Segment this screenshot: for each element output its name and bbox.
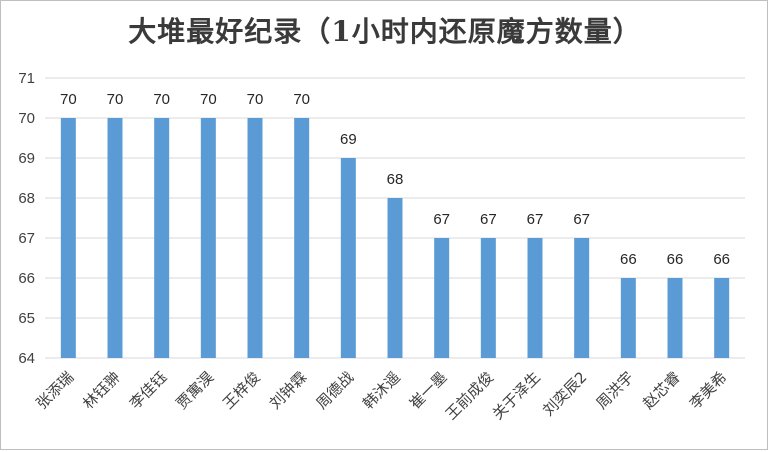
data-label: 70: [60, 91, 77, 108]
bar: [434, 238, 450, 358]
bar: [480, 238, 496, 358]
x-tick-label: 韩沐遥: [359, 368, 404, 413]
data-label: 70: [107, 91, 124, 108]
x-tick-label: 李美希: [686, 368, 731, 413]
bar: [107, 118, 123, 358]
x-tick-label: 关于泽生: [489, 368, 544, 423]
x-tick-label: 周德战: [313, 368, 358, 413]
y-tick-label: 65: [18, 310, 35, 327]
y-tick-label: 66: [18, 270, 35, 287]
bar: [714, 278, 730, 358]
y-tick-label: 69: [18, 150, 35, 167]
bar: [574, 238, 590, 358]
x-tick-label: 周洪宇: [593, 368, 638, 413]
y-tick-label: 67: [18, 230, 35, 247]
data-label: 70: [200, 91, 217, 108]
bar: [154, 118, 170, 358]
bar: [294, 118, 310, 358]
x-tick-label: 张添瑞: [33, 368, 78, 413]
y-tick-label: 68: [18, 190, 35, 207]
bar: [200, 118, 216, 358]
data-label: 70: [153, 91, 170, 108]
data-label: 66: [713, 251, 730, 268]
data-label: 66: [620, 251, 637, 268]
data-label: 67: [480, 211, 497, 228]
y-tick-label: 70: [18, 110, 35, 127]
bar: [527, 238, 543, 358]
x-tick-label: 赵芯睿: [639, 368, 684, 413]
y-tick-label: 71: [18, 70, 35, 87]
bar: [620, 278, 636, 358]
y-tick-label: 64: [18, 350, 35, 367]
data-label: 70: [293, 91, 310, 108]
data-label: 70: [247, 91, 264, 108]
x-tick-label: 王前成俊: [442, 368, 497, 423]
bar: [247, 118, 263, 358]
x-tick-label: 贾寓淏: [173, 368, 218, 413]
data-label: 66: [667, 251, 684, 268]
x-tick-label: 刘奕辰2: [539, 368, 590, 419]
x-tick-label: 林钰翀: [79, 368, 124, 413]
data-label: 67: [527, 211, 544, 228]
bar: [340, 158, 356, 358]
x-tick-label: 王梓俊: [219, 368, 264, 413]
data-label: 67: [433, 211, 450, 228]
data-label: 69: [340, 131, 357, 148]
data-label: 68: [387, 171, 404, 188]
bar: [387, 198, 403, 358]
bar: [60, 118, 76, 358]
x-tick-label: 崔一墨: [406, 368, 451, 413]
chart-title: 大堆最好纪录（1小时内还原魔方数量）: [128, 15, 642, 48]
x-tick-label: 刘钟霖: [266, 368, 311, 413]
bar: [667, 278, 683, 358]
data-label: 67: [573, 211, 590, 228]
x-tick-label: 李佳钰: [126, 368, 171, 413]
